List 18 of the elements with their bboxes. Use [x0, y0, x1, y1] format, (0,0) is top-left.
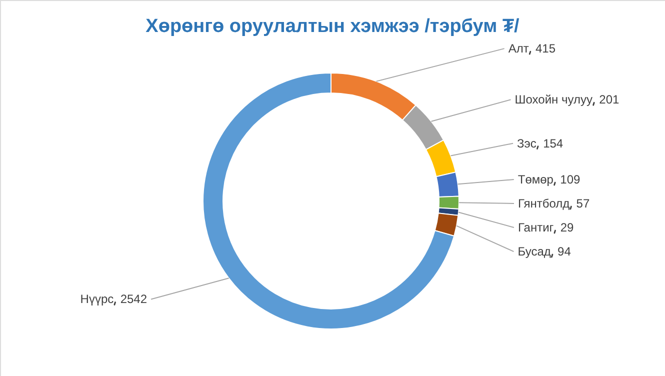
data-label: 94 [558, 244, 572, 259]
data-label: 2542 [120, 292, 148, 306]
data-label: 201 [599, 92, 620, 107]
data-label: 109 [560, 172, 580, 187]
chart-title: Хөрөнгө оруулалтын хэмжээ /тэрбум ₮/ [146, 16, 520, 37]
data-label: 29 [560, 220, 574, 235]
slice-label: Шохойн чулуу [514, 92, 592, 107]
data-label: 57 [576, 196, 590, 211]
slice-label: Гянтболд [518, 196, 570, 211]
data-label: 154 [543, 136, 564, 150]
slice-label: Гантиг [518, 220, 554, 235]
slice-label: Алт [508, 42, 530, 56]
slice-label: Төмөр [518, 172, 554, 187]
data-label: 415 [535, 42, 556, 56]
slice-label: Бусад [518, 244, 551, 259]
slice-label: Нүүрс [80, 292, 114, 306]
slice-label: Зэс [517, 136, 536, 150]
donut-slice [202, 72, 455, 330]
